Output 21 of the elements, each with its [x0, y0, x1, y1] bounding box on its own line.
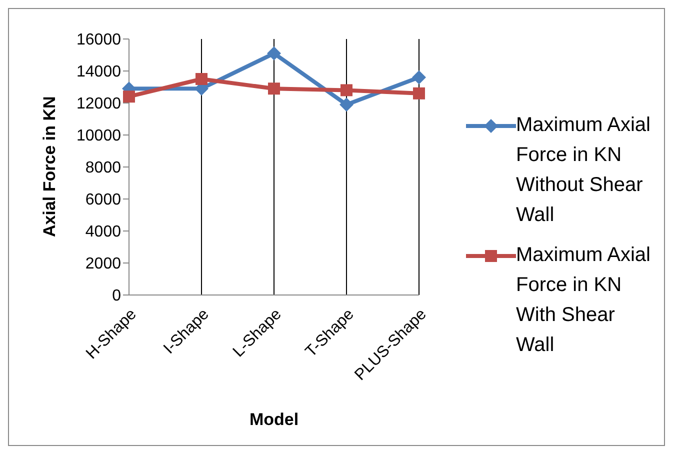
y-tick-label: 10000 [76, 128, 122, 145]
point [340, 84, 352, 96]
y-tick-label: 6000 [85, 192, 122, 209]
y-tick-label: 2000 [85, 256, 122, 273]
point [268, 82, 280, 95]
point [196, 73, 208, 85]
y-tick-label: 12000 [76, 96, 122, 113]
y-tick-label: 14000 [76, 64, 122, 81]
y-tick-label: 0 [112, 288, 122, 305]
y-axis-title: Axial Force in KN [40, 96, 60, 237]
y-tick-label: 16000 [76, 32, 122, 49]
legend-label: Maximum Axial Force in KN With Shear Wall [516, 243, 652, 358]
point [267, 46, 281, 60]
point [412, 70, 426, 84]
y-tick-label: 4000 [85, 224, 122, 241]
point [340, 98, 354, 112]
legend-label: Maximum Axial Force in KN Without Shear Wall [516, 113, 652, 228]
x-axis-title: Model [249, 410, 299, 429]
point [123, 90, 135, 103]
point [413, 87, 425, 100]
y-tick-label: 8000 [85, 160, 122, 177]
